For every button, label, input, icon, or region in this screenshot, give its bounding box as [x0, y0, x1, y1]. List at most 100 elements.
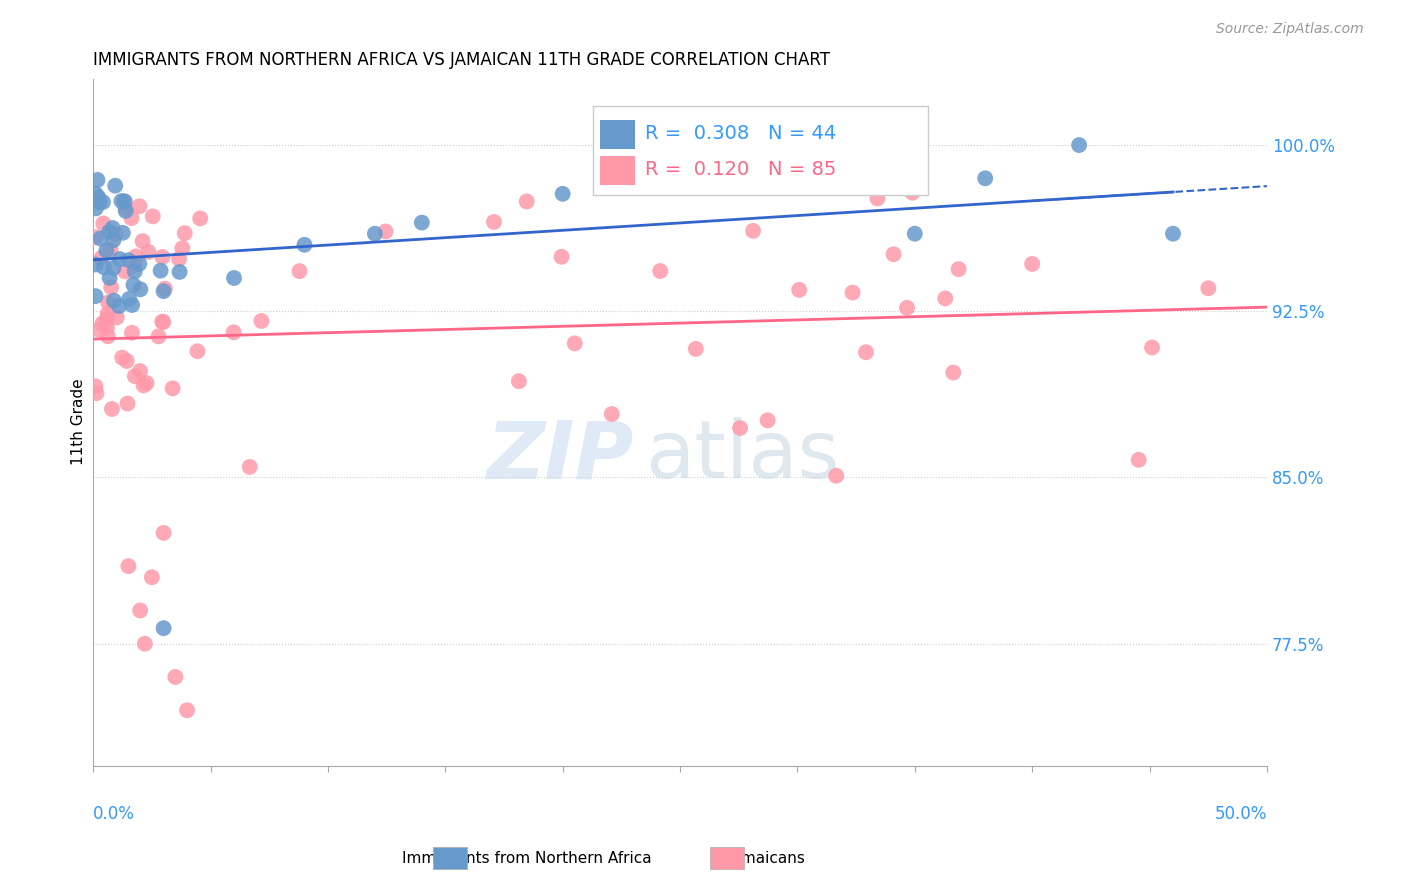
Point — [974, 171, 997, 186]
Point — [84, 289, 107, 303]
Point — [96, 321, 118, 335]
Point — [86, 173, 108, 187]
Point — [108, 252, 131, 266]
Point — [756, 413, 779, 427]
Point — [152, 621, 174, 635]
Text: 50.0%: 50.0% — [1215, 805, 1267, 823]
Point — [87, 323, 110, 337]
Point — [1021, 257, 1043, 271]
Point — [117, 559, 139, 574]
Point — [105, 310, 128, 325]
Point — [121, 298, 143, 312]
Point — [1161, 227, 1184, 241]
Point — [124, 369, 146, 384]
Y-axis label: 11th Grade: 11th Grade — [72, 379, 86, 466]
Point — [188, 211, 211, 226]
Point — [103, 293, 125, 308]
Point — [90, 251, 112, 265]
FancyBboxPatch shape — [593, 106, 928, 195]
Text: Jamaicans: Jamaicans — [727, 851, 806, 865]
Point — [222, 271, 245, 285]
Text: ZIP: ZIP — [485, 417, 633, 495]
Point — [1128, 452, 1150, 467]
Point — [162, 381, 184, 395]
Point — [104, 227, 127, 242]
Point — [942, 366, 965, 380]
Point — [110, 194, 132, 208]
Point — [84, 186, 107, 201]
Point — [148, 329, 170, 343]
Text: 0.0%: 0.0% — [93, 805, 135, 823]
Point — [122, 277, 145, 292]
Point — [100, 280, 122, 294]
Point — [118, 292, 141, 306]
Point — [89, 195, 111, 210]
Point — [516, 194, 538, 209]
Point — [111, 226, 134, 240]
Point — [94, 314, 117, 328]
Text: IMMIGRANTS FROM NORTHERN AFRICA VS JAMAICAN 11TH GRADE CORRELATION CHART: IMMIGRANTS FROM NORTHERN AFRICA VS JAMAI… — [93, 51, 830, 69]
Point — [186, 344, 208, 359]
Point — [135, 376, 157, 390]
FancyBboxPatch shape — [600, 120, 636, 149]
Point — [152, 525, 174, 540]
Point — [1140, 341, 1163, 355]
Point — [129, 603, 152, 617]
Point — [98, 225, 121, 239]
Point — [100, 243, 122, 257]
Text: Immigrants from Northern Africa: Immigrants from Northern Africa — [402, 851, 652, 865]
Point — [841, 285, 863, 300]
Point — [239, 459, 262, 474]
Point — [117, 253, 139, 268]
Point — [91, 195, 114, 210]
Point — [129, 282, 152, 296]
Point — [896, 301, 918, 315]
Point — [128, 257, 150, 271]
Point — [172, 241, 194, 255]
Point — [114, 194, 136, 209]
Point — [825, 468, 848, 483]
Point — [650, 264, 672, 278]
Point — [108, 299, 131, 313]
Point — [169, 265, 191, 279]
Point — [685, 342, 707, 356]
Point — [142, 210, 165, 224]
Point — [84, 202, 107, 216]
Point — [114, 203, 136, 218]
Text: atlas: atlas — [645, 417, 839, 495]
Point — [91, 317, 114, 331]
Point — [1197, 281, 1219, 295]
Point — [120, 211, 142, 226]
Point — [855, 345, 877, 359]
Point — [288, 264, 311, 278]
Point — [742, 224, 765, 238]
Point — [111, 351, 134, 365]
Point — [934, 291, 956, 305]
Point — [125, 249, 148, 263]
Point — [134, 637, 156, 651]
Point — [96, 307, 118, 321]
Point — [551, 186, 574, 201]
Point — [152, 315, 174, 329]
Point — [97, 329, 120, 343]
Point — [364, 227, 387, 241]
Point — [84, 258, 107, 272]
Point — [374, 224, 396, 238]
Point — [96, 244, 118, 258]
Point — [129, 364, 152, 378]
Point — [250, 314, 273, 328]
Point — [149, 263, 172, 277]
Point — [883, 247, 905, 261]
Point — [98, 270, 121, 285]
Point — [150, 315, 173, 329]
Point — [153, 282, 176, 296]
Point — [114, 264, 136, 278]
Point — [103, 233, 125, 247]
Point — [87, 190, 110, 204]
Point — [84, 379, 107, 393]
Point — [222, 326, 245, 340]
FancyBboxPatch shape — [600, 156, 636, 185]
Point — [152, 250, 174, 264]
Text: R =  0.308   N = 44: R = 0.308 N = 44 — [645, 124, 837, 143]
Point — [84, 230, 107, 244]
